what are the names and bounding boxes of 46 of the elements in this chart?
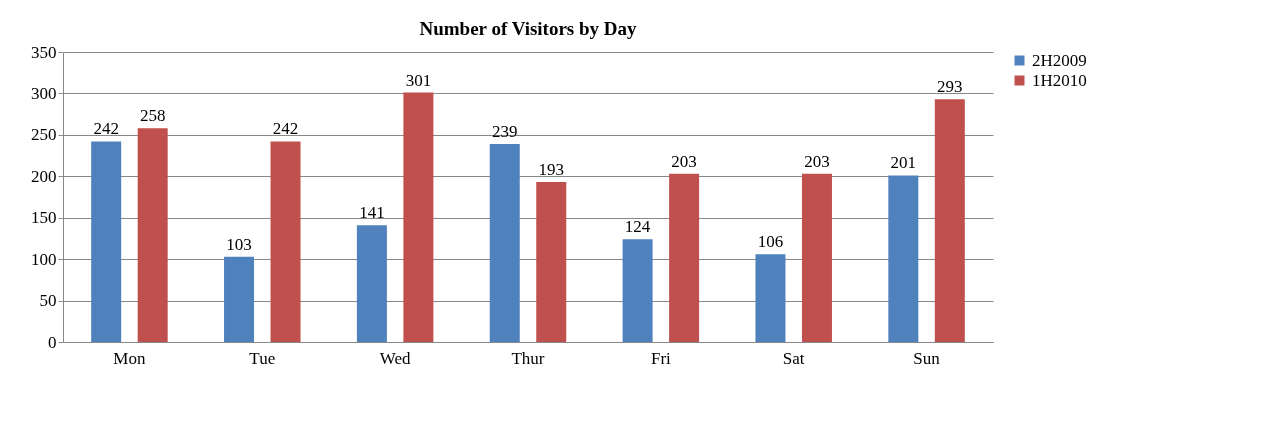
y-tick-label: 100 — [31, 249, 57, 269]
data-label: 193 — [538, 160, 564, 180]
y-tick-label: 50 — [39, 291, 57, 311]
bar — [137, 128, 168, 342]
x-tick-label: Sun — [913, 348, 941, 368]
data-label: 124 — [624, 217, 651, 237]
data-label: 242 — [272, 119, 299, 139]
data-label: 141 — [359, 203, 385, 223]
x-tick-label: Fri — [650, 348, 672, 368]
y-tick-label: 200 — [31, 166, 57, 186]
x-tick-label: Tue — [249, 348, 276, 368]
bar — [489, 143, 520, 342]
y-tick-label: 0 — [48, 332, 57, 352]
bar — [270, 141, 301, 342]
bar — [403, 92, 434, 342]
data-label: 293 — [937, 77, 963, 97]
legend-label: 1H2010 — [1032, 70, 1087, 90]
x-tick-label: Sat — [782, 348, 805, 368]
chart-title: Number of Visitors by Day — [419, 18, 638, 39]
x-tick-label: Thur — [511, 348, 545, 368]
data-label: 242 — [93, 119, 119, 139]
data-label: 203 — [671, 151, 697, 171]
data-label: 106 — [757, 232, 784, 252]
data-label: 258 — [139, 106, 166, 126]
data-label: 301 — [405, 70, 432, 90]
y-tick-label: 250 — [31, 125, 57, 145]
y-tick-label: 150 — [31, 208, 57, 228]
bar — [801, 173, 832, 342]
bar — [536, 182, 567, 342]
x-tick-label: Mon — [113, 348, 146, 368]
data-label: 103 — [226, 234, 252, 254]
bar — [356, 225, 387, 342]
bar — [91, 141, 122, 342]
y-tick-label: 300 — [31, 83, 57, 103]
legend-label: 2H2009 — [1032, 50, 1087, 70]
bar — [934, 99, 965, 342]
data-label: 201 — [890, 153, 917, 173]
data-label: 239 — [492, 121, 518, 141]
x-tick-label: Wed — [379, 348, 412, 368]
bar — [224, 256, 255, 342]
bar — [888, 175, 919, 342]
y-tick-label: 350 — [31, 42, 57, 62]
data-label: 203 — [804, 151, 830, 171]
bar — [669, 173, 700, 342]
bar — [755, 254, 786, 342]
bar — [622, 239, 653, 342]
